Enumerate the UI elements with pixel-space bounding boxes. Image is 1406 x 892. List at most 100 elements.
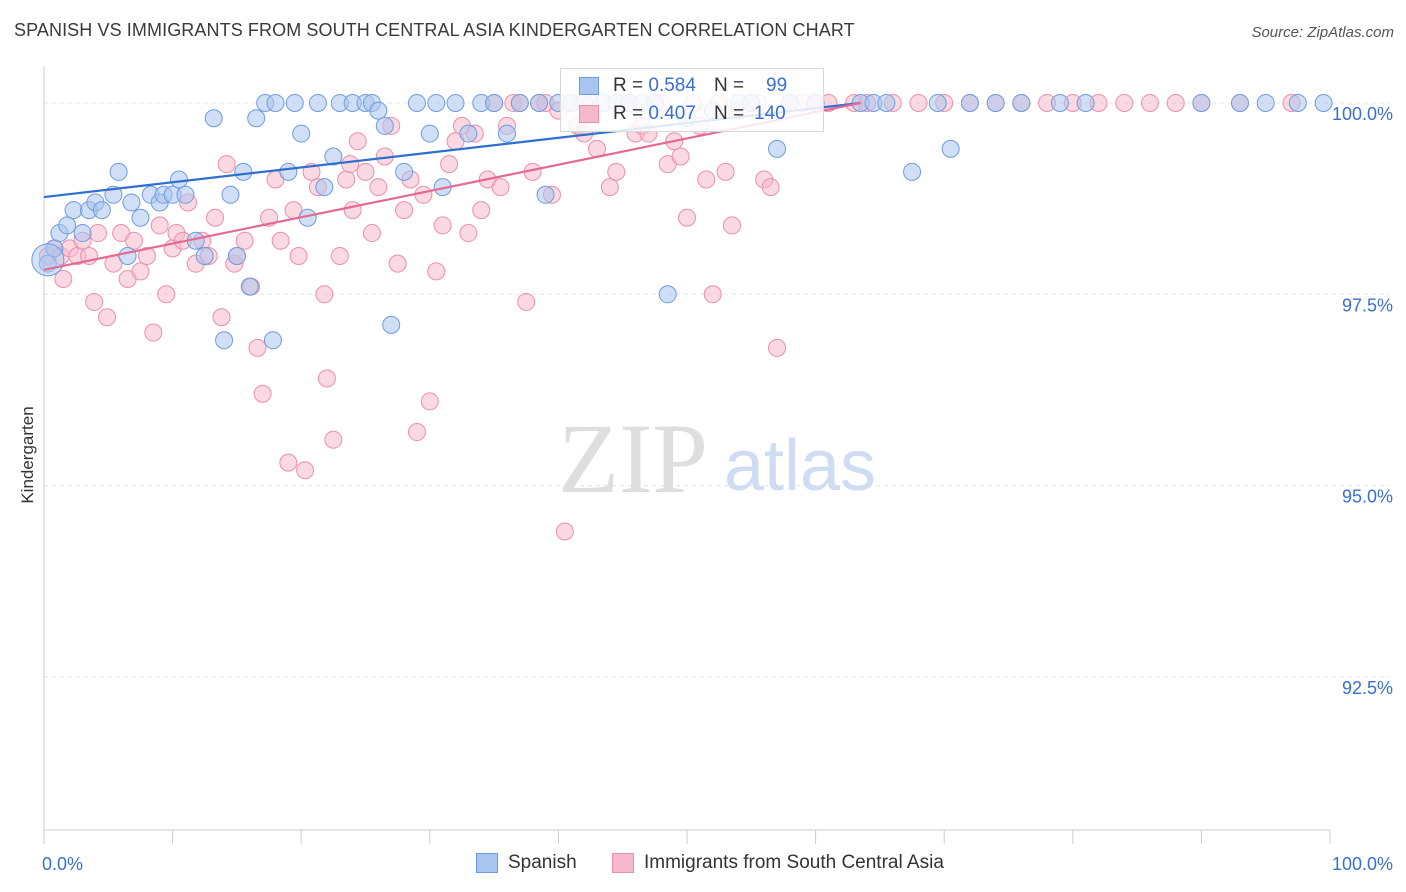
y-tick-label: 95.0% [1342,487,1393,507]
legend-label-immigrants: Immigrants from South Central Asia [644,852,944,873]
spanish-point [1230,93,1249,112]
spanish-point [485,93,504,112]
spanish-point [315,178,334,197]
spanish-point [240,277,259,296]
immigrants-point [388,254,407,273]
spanish-point [960,93,979,112]
legend-swatch-immigrants [579,105,599,123]
immigrants-point [427,262,446,281]
spanish-point [768,139,787,158]
immigrants-point [517,292,536,311]
axes [43,66,1331,844]
immigrants-point [433,216,452,235]
watermark: ZIP atlas [558,403,876,514]
spanish-point [427,93,446,112]
spanish-point [122,193,141,212]
immigrants-point [212,308,231,327]
spanish-point [903,162,922,181]
immigrants-point [472,201,491,220]
spanish-point [285,93,304,112]
immigrants-point [678,208,696,227]
legend-n-value-immigrants: 140 [754,103,786,124]
immigrants-point [761,178,780,197]
legend-item-immigrants[interactable]: Immigrants from South Central Asia [612,852,944,874]
spanish-point [877,93,896,112]
spanish-point [292,124,311,143]
spanish-point [497,124,516,143]
legend-swatch-immigrants [612,853,634,873]
immigrants-point [348,132,367,151]
immigrants-point [150,216,169,235]
spanish-point [658,285,677,304]
spanish-point [118,247,137,266]
immigrants-point [716,162,735,181]
immigrants-point [324,430,343,449]
spanish-point [369,101,388,120]
spanish-point [941,139,960,158]
immigrants-point [1166,93,1185,112]
spanish-point [64,201,83,220]
spanish-point [986,93,1005,112]
immigrants-point [395,201,414,220]
spanish-points [31,93,1333,350]
immigrants-point [697,170,716,189]
immigrants-point [271,231,290,250]
legend-label-spanish: Spanish [508,852,577,873]
immigrants-point [289,247,308,266]
spanish-point [407,93,426,112]
legend-item-spanish[interactable]: Spanish [476,852,577,874]
immigrants-point [315,285,334,304]
spanish-point [176,185,195,204]
immigrants-point [54,269,73,288]
spanish-point [1256,93,1275,112]
grid-lines [44,102,1390,678]
immigrants-point [555,522,574,541]
immigrants-point [407,423,426,442]
immigrants-point [235,231,254,250]
immigrants-point [459,224,478,243]
spanish-point [375,116,394,135]
immigrants-point [420,392,439,411]
spanish-point [31,243,65,277]
spanish-point [170,170,189,189]
immigrants-point [703,285,722,304]
immigrants-point [723,216,742,235]
spanish-point [204,109,223,128]
series-legend: Spanish Immigrants from South Central As… [0,852,1406,878]
legend-row-spanish: R = 0.584 N = 99 [579,73,787,99]
x-tick-labels: 0.0% 100.0% [42,854,1393,874]
immigrants-point [85,292,104,311]
immigrants-point [414,185,433,204]
immigrants-point [369,178,388,197]
spanish-point [215,331,234,350]
immigrants-point [343,201,362,220]
y-tick-label: 92.5% [1342,678,1393,698]
legend-n-value-spanish: 99 [766,75,788,96]
legend-swatch-spanish [579,77,599,95]
immigrants-point [317,369,336,388]
immigrants-point [89,224,108,243]
spanish-point [530,93,549,112]
y-tick-label: 97.5% [1342,295,1393,315]
immigrants-point [253,384,272,403]
immigrants-point [131,262,150,281]
spanish-point [1076,93,1095,112]
spanish-point [247,109,266,128]
immigrants-point [337,170,356,189]
spanish-point [92,201,111,220]
spanish-point [221,185,240,204]
immigrants-point [125,231,144,250]
x-tick-label-min: 0.0% [42,854,83,874]
immigrants-point [600,178,619,197]
immigrants-point [157,285,176,304]
immigrants-point [1115,93,1134,112]
immigrants-point [491,178,510,197]
immigrants-point [217,155,236,174]
watermark-atlas: atlas [724,426,876,506]
immigrants-point [296,461,315,480]
legend-n-label: N = [713,75,745,96]
watermark-zip: ZIP [558,403,708,514]
y-tick-labels: 100.0% 97.5% 95.0% 92.5% [1332,104,1393,698]
spanish-point [109,162,128,181]
